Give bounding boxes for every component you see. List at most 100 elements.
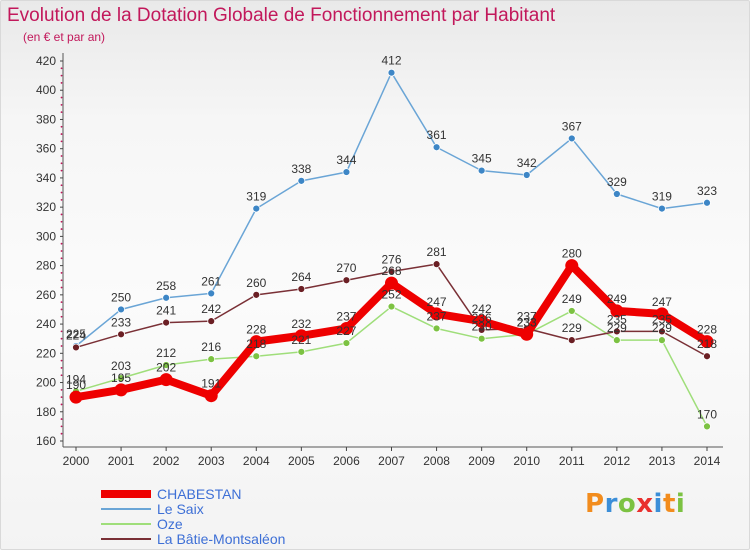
y-minor-tick (60, 301, 63, 304)
data-label-chabestan: 247 (427, 295, 447, 309)
data-label-oze: 233 (517, 315, 537, 329)
y-minor-tick (60, 213, 63, 216)
legend-label: Oze (157, 515, 183, 532)
y-tick-label: 180 (36, 405, 56, 419)
data-point-chabestan (294, 329, 308, 343)
data-label-chabestan: 233 (517, 315, 537, 329)
data-label-chabestan: 249 (607, 292, 627, 306)
y-minor-tick (60, 74, 63, 77)
y-tick-label: 160 (36, 434, 56, 448)
x-tick-label: 2007 (378, 454, 405, 468)
y-minor-tick (60, 425, 63, 428)
data-point-le-saix (162, 293, 171, 302)
x-tick-label: 2003 (198, 454, 225, 468)
data-label-la-b-tie-montsal-on: 235 (652, 312, 672, 326)
y-minor-tick (60, 272, 63, 274)
data-label-oze: 229 (652, 321, 672, 335)
data-point-chabestan (565, 259, 579, 273)
data-point-le-saix (297, 176, 306, 185)
data-label-le-saix: 344 (336, 153, 356, 167)
logo-letter: o (617, 489, 637, 519)
data-label-chabestan: 190 (66, 378, 86, 392)
data-point-la-b-tie-montsal-on (703, 352, 711, 361)
y-minor-tick (60, 388, 63, 391)
y-tick-label: 380 (36, 112, 56, 126)
logo-letter: i (653, 489, 663, 519)
data-point-chabestan (114, 383, 128, 397)
data-point-oze (658, 336, 666, 345)
x-tick-label: 2014 (694, 454, 721, 468)
legend-item: La Bâtie-Montsaléon (101, 530, 286, 547)
logo-letter: t (662, 489, 676, 519)
x-tick-label: 2006 (333, 454, 360, 468)
data-label-la-b-tie-montsal-on: 235 (607, 312, 627, 326)
y-tick-label: 220 (36, 346, 56, 360)
data-label-la-b-tie-montsal-on: 242 (201, 302, 221, 316)
data-label-la-b-tie-montsal-on: 281 (427, 245, 447, 259)
y-minor-tick (60, 432, 63, 435)
data-point-le-saix (477, 166, 486, 175)
data-point-le-saix (387, 68, 396, 77)
data-label-oze: 203 (111, 359, 131, 373)
y-minor-tick (60, 96, 63, 99)
y-minor-tick (60, 396, 63, 399)
data-point-chabestan (610, 304, 624, 318)
data-point-la-b-tie-montsal-on (387, 267, 396, 276)
data-point-oze (432, 324, 441, 333)
data-point-chabestan (655, 307, 669, 321)
data-label-la-b-tie-montsal-on: 233 (111, 315, 131, 329)
legend-swatch (101, 522, 151, 525)
data-point-la-b-tie-montsal-on (567, 336, 576, 345)
data-label-le-saix: 258 (156, 279, 176, 293)
y-minor-tick (60, 155, 63, 157)
legend-swatch (101, 507, 151, 510)
data-point-oze (567, 307, 576, 315)
data-point-le-saix (703, 198, 711, 207)
y-minor-tick (60, 184, 63, 187)
data-label-le-saix: 412 (381, 54, 401, 68)
data-label-le-saix: 261 (201, 274, 221, 288)
legend-label: CHABESTAN (157, 485, 242, 502)
data-point-la-b-tie-montsal-on (207, 317, 216, 326)
data-point-oze (252, 352, 261, 361)
data-point-la-b-tie-montsal-on (252, 290, 261, 299)
chart-title: Evolution de la Dotation Globale de Fonc… (7, 5, 556, 26)
data-point-oze (612, 336, 621, 345)
x-tick-label: 2012 (604, 454, 631, 468)
data-point-chabestan (339, 321, 353, 335)
legend-item: Le Saix (101, 501, 285, 517)
data-label-chabestan: 195 (111, 371, 131, 385)
y-minor-tick (60, 257, 63, 260)
logo-letter: r (604, 489, 618, 519)
data-point-le-saix (342, 168, 351, 176)
y-minor-tick (60, 374, 63, 377)
data-point-chabestan (520, 327, 534, 341)
y-tick-label: 280 (36, 259, 56, 273)
data-point-la-b-tie-montsal-on (612, 327, 621, 336)
data-label-oze: 249 (562, 292, 582, 306)
x-tick-label: 2013 (649, 454, 676, 468)
y-minor-tick (60, 286, 63, 289)
x-tick-label: 2010 (513, 454, 540, 468)
y-minor-tick (60, 367, 63, 369)
data-label-le-saix: 345 (472, 152, 492, 166)
data-label-chabestan: 268 (381, 264, 401, 278)
data-point-chabestan (385, 276, 398, 290)
data-point-le-saix (207, 289, 216, 298)
data-point-la-b-tie-montsal-on (658, 327, 666, 336)
legend: CHABESTAN Le Saix Oze La Bâtie-Montsaléon (101, 485, 286, 547)
x-tick-label: 2001 (108, 454, 135, 468)
data-label-la-b-tie-montsal-on: 276 (381, 252, 401, 266)
legend-label: La Bâtie-Montsaléon (157, 530, 286, 547)
y-tick-label: 200 (36, 376, 56, 390)
y-minor-tick (60, 359, 63, 362)
data-point-chabestan (700, 335, 714, 349)
data-point-chabestan (69, 390, 83, 404)
y-minor-tick (60, 111, 63, 114)
data-label-oze: 227 (336, 324, 356, 338)
data-label-oze: 194 (66, 372, 86, 386)
data-label-chabestan: 232 (291, 317, 311, 331)
data-point-la-b-tie-montsal-on (432, 260, 441, 269)
y-minor-tick (60, 103, 63, 106)
